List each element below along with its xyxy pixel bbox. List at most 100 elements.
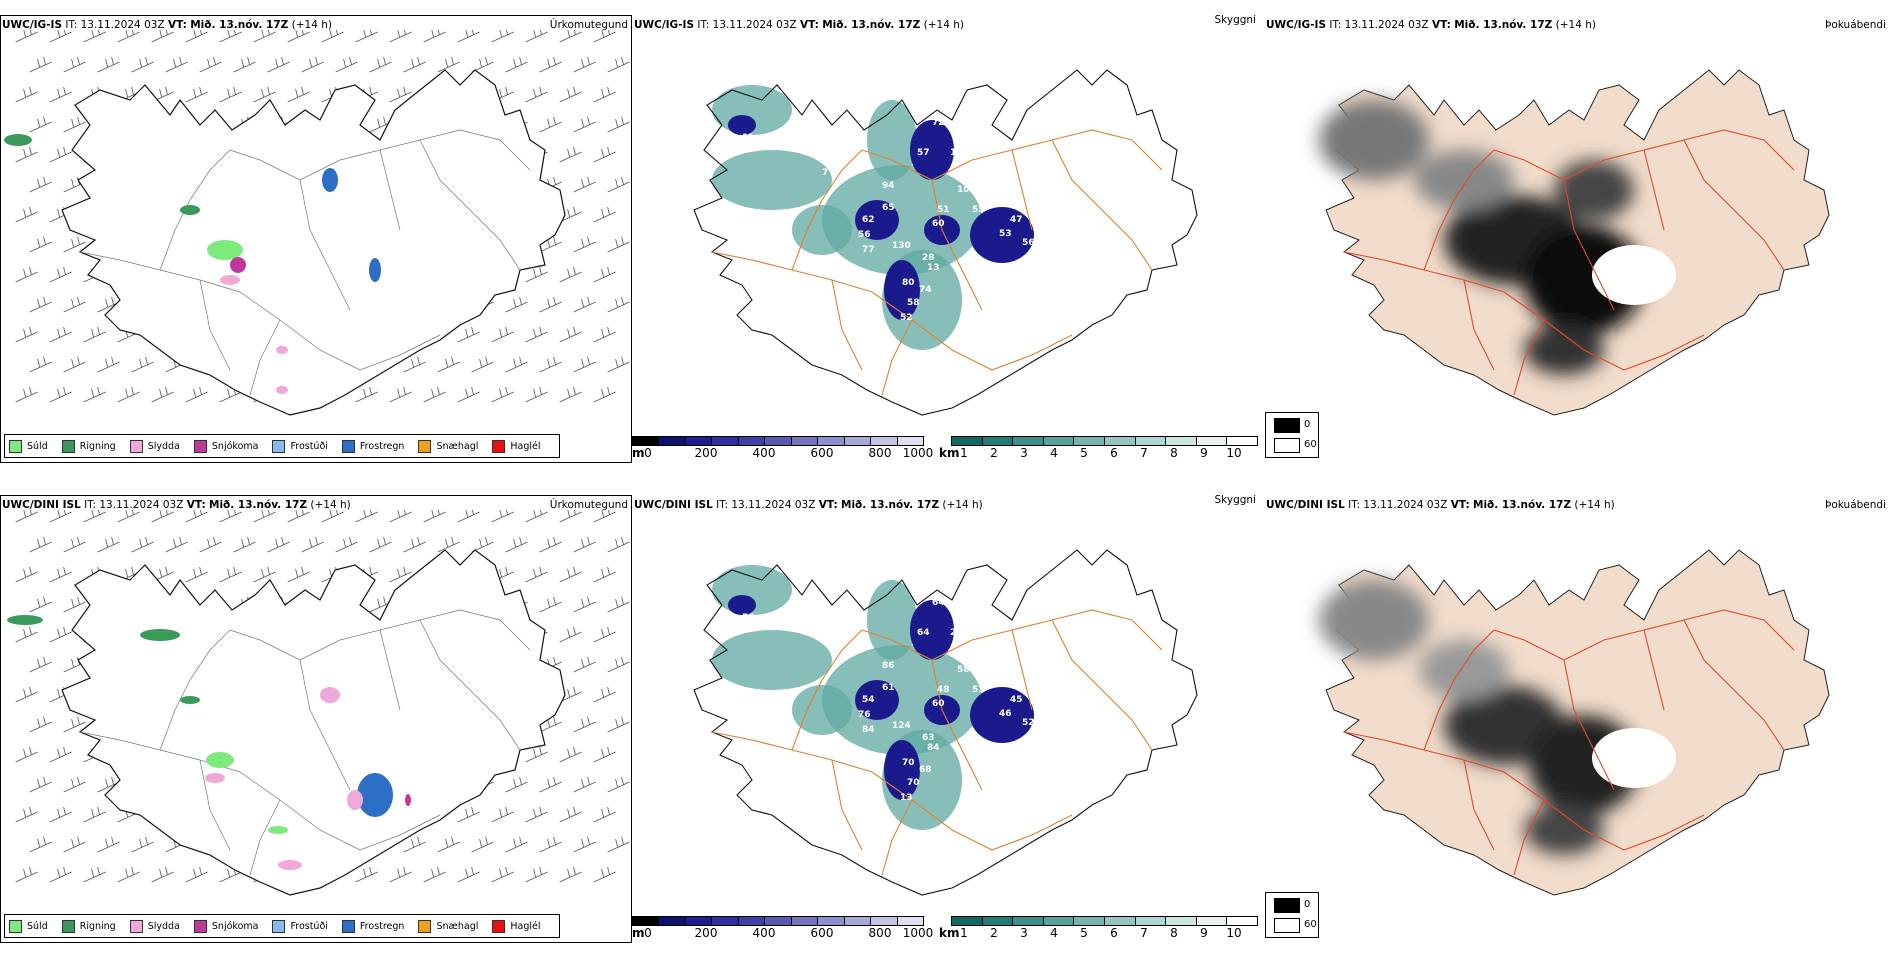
wind-barb [117, 510, 140, 523]
lead-time: (+14 h) [942, 499, 983, 511]
wind-barb [559, 266, 582, 283]
fog-swatch-low [1274, 438, 1300, 453]
wind-barb [525, 566, 548, 583]
wind-barb [573, 296, 596, 313]
valid-time: Mið. 13.nóv. 17Z [822, 19, 921, 31]
wind-barb [607, 356, 630, 373]
model-name: UWC/IG-IS [1266, 19, 1327, 31]
wind-barb [83, 326, 106, 343]
low-ceiling-area [855, 200, 899, 240]
ceiling-tick: 600 [810, 926, 834, 940]
ceiling-value-label: 54 [862, 695, 875, 705]
wind-barb [423, 866, 446, 883]
wind-barb [15, 686, 38, 703]
low-visibility-area [792, 205, 852, 255]
low-visibility-area [792, 685, 852, 735]
wind-barb [29, 356, 52, 373]
low-ceiling-area [970, 687, 1034, 743]
low-ceiling-area [970, 207, 1034, 263]
wind-barb [185, 510, 208, 523]
lead-time: (+14 h) [1574, 499, 1615, 511]
iceland-fog-map [1319, 549, 1830, 896]
wind-barb [573, 656, 596, 673]
wind-barb [491, 30, 514, 43]
rain-area [7, 615, 43, 625]
wind-barb [539, 536, 562, 553]
wind-barb [15, 746, 38, 763]
wind-barb [29, 776, 52, 793]
wind-barb [83, 386, 106, 403]
wind-barb [15, 86, 38, 103]
wind-barb [539, 116, 562, 133]
wind-barb [539, 56, 562, 73]
wind-barb [151, 386, 174, 403]
wind-barb [559, 146, 582, 163]
ceiling-labels: 72 57 19 71 94 101 65 51 55 47 62 60 53 56 56 77 130 2813… [742, 118, 1040, 323]
fog-label-high: 0 [1304, 899, 1311, 910]
lead-time: (+14 h) [923, 19, 964, 31]
valid-label: VT: [818, 499, 838, 511]
wind-barb [287, 566, 310, 583]
init-label: IT: [697, 19, 710, 31]
sleet-area [205, 773, 225, 783]
ceiling-value-label: 70 [902, 758, 915, 768]
visibility-tick: 9 [1200, 926, 1208, 940]
model-name: UWC/DINI ISL [2, 499, 81, 511]
visibility-tick: 6 [1110, 926, 1118, 940]
ceiling-value-label: 62 [862, 215, 875, 225]
wind-barb [219, 86, 242, 103]
ceiling-tick: 400 [752, 446, 776, 460]
wind-barb [491, 326, 514, 343]
wind-barb [593, 386, 616, 403]
forecast-row-2: UWC/DINI ISL IT: 13.11.2024 03Z VT: Mið.… [0, 480, 1900, 955]
sleet-area [320, 687, 340, 703]
wind-barb [29, 536, 52, 553]
wind-barb [253, 510, 276, 523]
wind-barb [539, 776, 562, 793]
panel-parameter-title: Skyggni [1214, 494, 1257, 506]
ceiling-value-label: 56 [858, 230, 871, 240]
fog-swatch-high [1274, 898, 1300, 913]
wind-barb [165, 536, 188, 553]
wind-barb [29, 836, 52, 853]
wind-barb [457, 866, 480, 883]
wind-barb [29, 236, 52, 253]
wind-barb [29, 716, 52, 733]
wind-barb [29, 116, 52, 133]
legend-item: Slydda [129, 919, 180, 933]
legend-item: Rigning [61, 439, 116, 453]
legend-item: Frostregn [341, 439, 404, 453]
wind-barb [525, 866, 548, 883]
ceiling-colorbar: m 0 200 400 600 800 1000 [632, 436, 934, 464]
low-visibility-area [712, 150, 832, 210]
visibility-tick: 2 [990, 926, 998, 940]
wind-barb [559, 206, 582, 223]
visibility-tick: 4 [1050, 926, 1058, 940]
ceiling-tick: 200 [694, 446, 718, 460]
ceiling-value-label: 77 [1027, 653, 1040, 663]
ceiling-value-label: 45 [1010, 695, 1023, 705]
wind-barb [49, 510, 72, 523]
wind-barb [539, 296, 562, 313]
wind-barb [389, 386, 412, 403]
visibility-tick: 4 [1050, 446, 1058, 460]
wind-barb [355, 510, 378, 523]
visibility-tick: 7 [1140, 446, 1148, 460]
ceiling-tick: 200 [694, 926, 718, 940]
wind-barb [49, 806, 72, 823]
iceland-fog-map [1319, 69, 1830, 416]
wind-barb [301, 56, 324, 73]
visibility-fields [712, 565, 1034, 830]
wind-barb [83, 30, 106, 43]
ceiling-tick: 0 [644, 446, 652, 460]
ceiling-value-label: 60 [932, 219, 945, 229]
visibility-tick: 6 [1110, 446, 1118, 460]
wind-barb [49, 86, 72, 103]
wind-barb [457, 30, 480, 43]
ceiling-value-label: 77 [862, 245, 875, 255]
ceiling-value-label: 60 [932, 699, 945, 709]
wind-barb [491, 386, 514, 403]
clear-area [1592, 245, 1676, 305]
low-ceiling-area [884, 260, 920, 320]
ceiling-tick: 1000 [902, 446, 934, 460]
